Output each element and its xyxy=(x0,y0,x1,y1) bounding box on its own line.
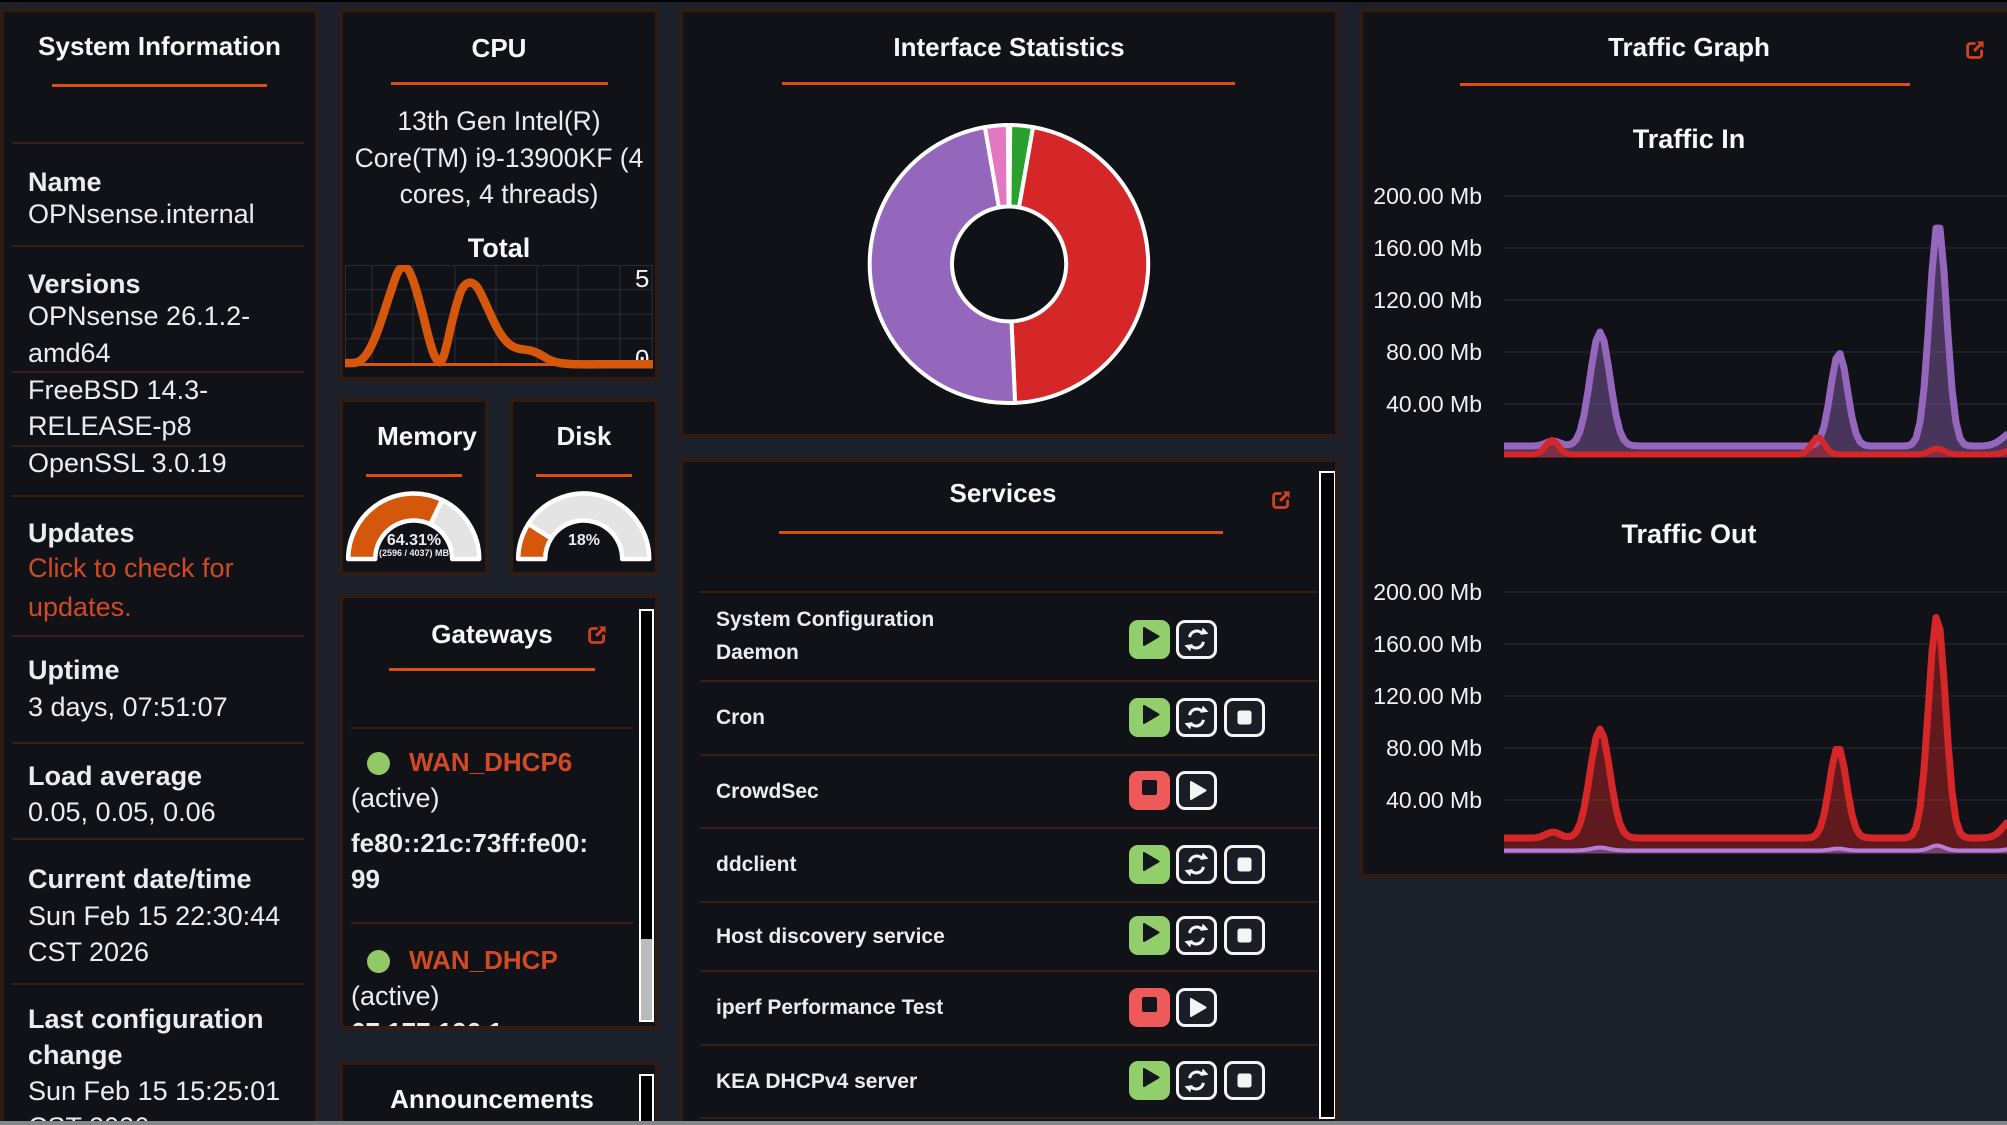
svg-text:5: 5 xyxy=(634,265,650,295)
